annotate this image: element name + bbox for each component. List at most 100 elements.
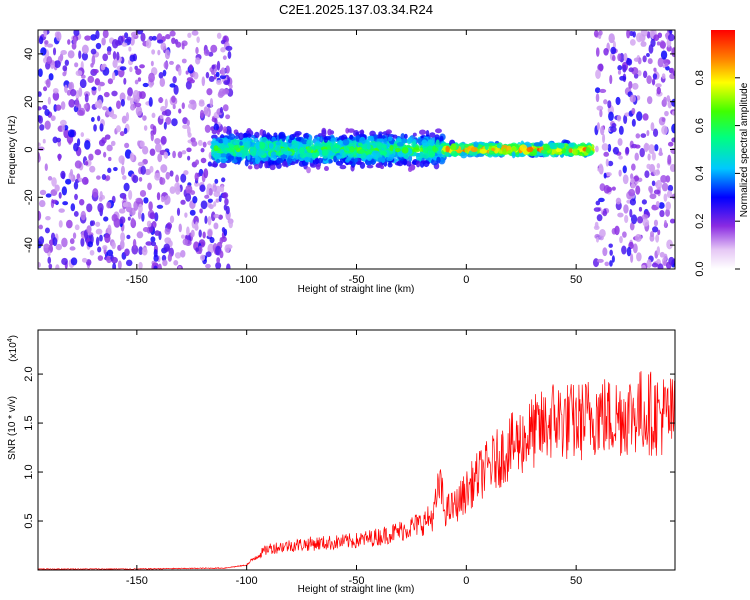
heatmap-cell: [624, 214, 629, 224]
heatmap-cell: [291, 133, 297, 138]
heatmap-cell: [165, 116, 172, 125]
heatmap-cell: [154, 172, 161, 181]
heatmap-cell: [120, 232, 126, 242]
heatmap-cell: [68, 82, 73, 90]
heatmap-cell: [73, 30, 80, 37]
heatmap-cell: [215, 261, 222, 269]
heatmap-cell: [60, 101, 66, 110]
heatmap-cell: [207, 229, 213, 238]
heatmap-cell: [617, 212, 624, 218]
heatmap-cell: [61, 257, 68, 266]
heatmap-cell: [667, 33, 675, 42]
heatmap-cell: [86, 203, 93, 213]
heatmap-cell: [594, 87, 601, 94]
heatmap-cell: [158, 72, 164, 79]
heatmap-cell: [543, 144, 551, 151]
heatmap-cell: [658, 151, 664, 157]
heatmap-cell: [622, 165, 627, 174]
heatmap-cell: [94, 101, 100, 109]
heatmap-cell: [626, 30, 631, 39]
heatmap-cell: [666, 239, 673, 250]
heatmap-cell: [81, 176, 89, 185]
snr-scale-exp: 4: [7, 338, 14, 342]
heatmap-cell: [310, 163, 317, 168]
heatmap-cell: [632, 243, 638, 254]
heatmap-cell: [603, 151, 610, 157]
heatmap-cell: [557, 142, 565, 149]
heatmap-cell: [182, 124, 189, 129]
heatmap-cell: [185, 184, 193, 194]
heatmap-cell: [649, 193, 657, 200]
heatmap-cell: [423, 160, 430, 168]
heatmap-cell: [370, 152, 377, 158]
heatmap-cell: [628, 30, 634, 37]
heatmap-cell: [160, 105, 167, 112]
heatmap-cell: [200, 254, 206, 261]
heatmap-cell: [185, 80, 192, 90]
heatmap-cell: [287, 143, 292, 147]
heatmap-cell: [235, 152, 243, 158]
heatmap-cell: [342, 151, 347, 158]
heatmap-cell: [640, 133, 647, 138]
heatmap-cell: [106, 46, 112, 53]
heatmap-cell: [178, 67, 182, 76]
heatmap-cell: [634, 144, 641, 149]
heatmap-cell: [107, 224, 112, 235]
y-tick-label: 20: [23, 96, 35, 108]
heatmap-cell: [648, 144, 655, 155]
heatmap-cell: [202, 141, 207, 148]
heatmap-cell: [637, 70, 642, 77]
heatmap-cell: [594, 233, 601, 240]
heatmap-cell: [377, 157, 385, 162]
heatmap-cell: [281, 160, 288, 167]
heatmap-cell: [622, 174, 629, 185]
heatmap-cell: [631, 118, 636, 127]
heatmap-cell: [111, 256, 118, 264]
heatmap-cell: [44, 40, 49, 45]
heatmap-cell: [121, 115, 128, 124]
heatmap-cell: [90, 62, 94, 68]
heatmap-cell: [333, 155, 337, 163]
heatmap-cell: [401, 147, 409, 154]
heatmap-cell: [595, 236, 600, 243]
heatmap-cell: [55, 104, 62, 111]
heatmap-cell: [219, 162, 227, 169]
heatmap-cell: [112, 59, 118, 68]
heatmap-cell: [111, 213, 118, 222]
heatmap-cell: [52, 237, 58, 247]
chart-title: C2E1.2025.137.03.34.R24: [279, 2, 433, 17]
heatmap-cell: [75, 98, 80, 108]
heatmap-cell: [207, 243, 215, 254]
heatmap-cell: [349, 134, 354, 140]
heatmap-cell: [198, 100, 205, 107]
heatmap-cell: [122, 202, 128, 208]
heatmap-cell: [657, 229, 661, 236]
heatmap-cell: [611, 186, 616, 191]
heatmap-cell: [335, 160, 344, 166]
heatmap-cell: [79, 198, 85, 206]
heatmap-cell: [90, 34, 97, 41]
heatmap-cell: [560, 147, 566, 154]
heatmap-cell: [349, 146, 355, 153]
heatmap-cell: [389, 144, 394, 152]
heatmap-cell: [139, 64, 145, 69]
heatmap-cell: [134, 79, 139, 85]
heatmap-cell: [107, 78, 114, 85]
heatmap-cell: [69, 169, 74, 177]
heatmap-cell: [151, 35, 157, 41]
heatmap-cell: [618, 125, 624, 135]
heatmap-cell: [60, 49, 68, 55]
heatmap-cell: [143, 125, 148, 131]
heatmap-cell: [359, 130, 364, 134]
heatmap-cell: [84, 35, 92, 41]
x-tick-label: -50: [349, 575, 365, 587]
heatmap-cell: [655, 83, 662, 88]
heatmap-cell: [653, 189, 661, 195]
heatmap-cell: [629, 94, 637, 103]
heatmap-cell: [64, 59, 69, 66]
heatmap-cell: [282, 141, 288, 147]
heatmap-cell: [661, 182, 669, 192]
heatmap-cell: [212, 137, 216, 144]
heatmap-cell: [660, 174, 667, 183]
heatmap-cell: [665, 261, 672, 269]
